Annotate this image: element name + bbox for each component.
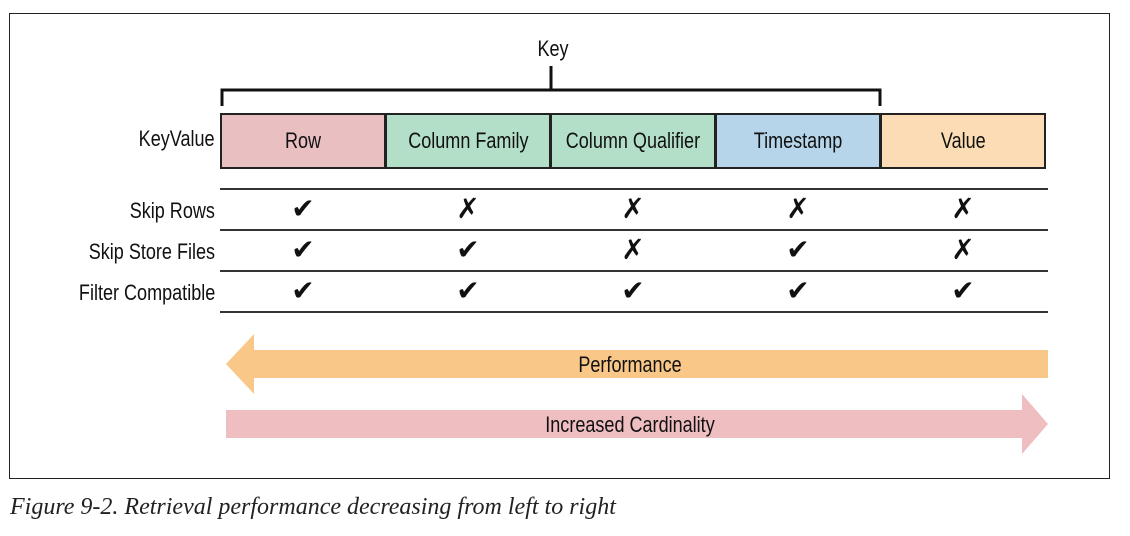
figure-frame <box>9 13 1110 479</box>
table-rule <box>220 188 1048 190</box>
cardinality-label: Increased Cardinality <box>545 412 715 437</box>
check-icon: ✔ <box>786 234 810 265</box>
performance-arrow <box>226 334 1048 394</box>
check-icon: ✔ <box>291 275 315 306</box>
keyvalue-row-cell: Row <box>220 113 386 169</box>
keyvalue-value-cell: Value <box>880 113 1046 169</box>
cardinality-arrow <box>226 394 1048 454</box>
check-icon: ✔ <box>456 234 480 265</box>
keyvalue-label: KeyValue <box>139 126 215 151</box>
check-icon: ✔ <box>786 275 810 306</box>
table-rule <box>220 270 1048 272</box>
cross-icon: ✗ <box>621 234 645 265</box>
cross-icon: ✗ <box>951 234 975 265</box>
key-label: Key <box>537 36 569 61</box>
cross-icon: ✗ <box>621 193 645 224</box>
check-icon: ✔ <box>951 275 975 306</box>
check-icon: ✔ <box>291 193 315 224</box>
check-icon: ✔ <box>456 275 480 306</box>
keyvalue-column-family-cell: Column Family <box>385 113 551 169</box>
figure-caption: Figure 9-2. Retrieval performance decrea… <box>10 494 616 520</box>
row-label-skip-rows: Skip Rows <box>129 198 215 223</box>
row-label-skip-store-files: Skip Store Files <box>88 239 215 264</box>
table-rule <box>220 311 1048 313</box>
cross-icon: ✗ <box>951 193 975 224</box>
check-icon: ✔ <box>621 275 645 306</box>
cross-icon: ✗ <box>786 193 810 224</box>
cross-icon: ✗ <box>456 193 480 224</box>
performance-label: Performance <box>578 352 682 377</box>
check-icon: ✔ <box>291 234 315 265</box>
row-label-filter-compatible: Filter Compatible <box>78 280 215 305</box>
keyvalue-timestamp-cell: Timestamp <box>715 113 881 169</box>
keyvalue-column-qualifier-cell: Column Qualifier <box>550 113 716 169</box>
key-bracket <box>220 66 882 106</box>
table-rule <box>220 229 1048 231</box>
